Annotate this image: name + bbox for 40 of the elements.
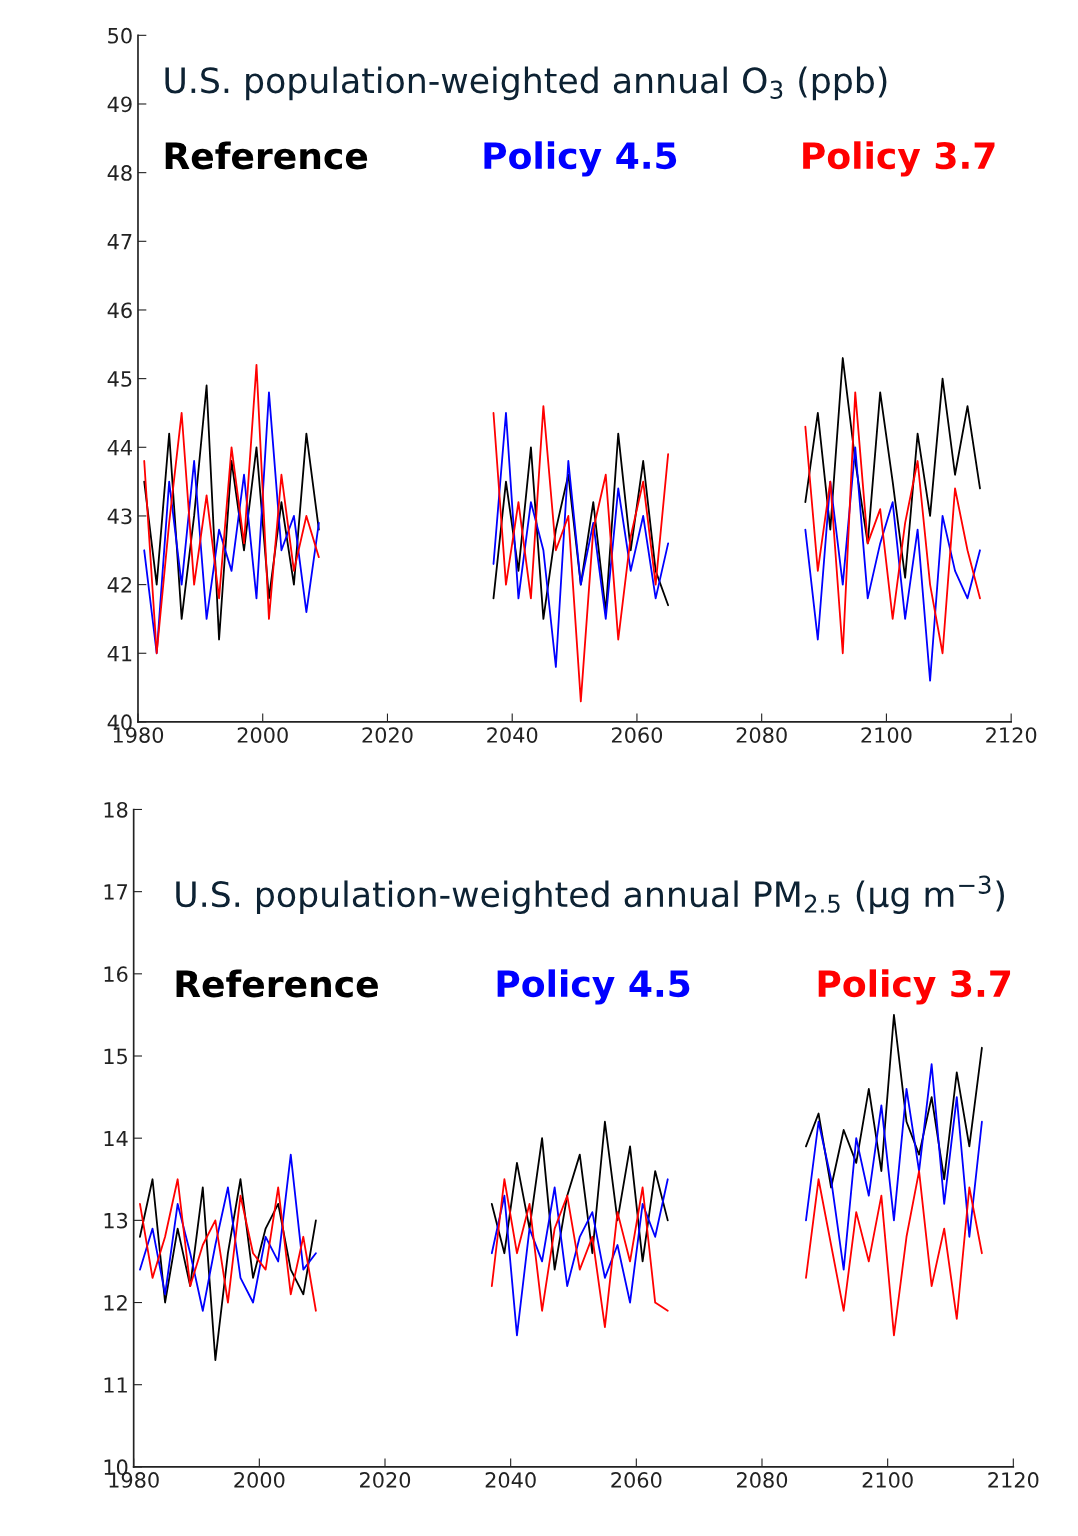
y-tick-label: 11: [104, 1377, 127, 1393]
y-tick-label: 45: [107, 371, 132, 387]
y-tick-label: 50: [108, 27, 132, 44]
y-tick-label: 49: [107, 96, 132, 113]
text: Policy 4.5: [497, 969, 690, 1005]
y-tick-label: 47: [107, 234, 132, 250]
x-tick-label: 2080: [736, 727, 787, 743]
y-tick-label: 16: [104, 966, 128, 983]
text: U.S. population-weighted annual PM$_{2.5}$ (µg m$^{−3}$): [176, 875, 1004, 915]
y-tick-label: 17: [104, 884, 128, 900]
y-tick-label: 12: [104, 1294, 127, 1311]
x-tick-label: 2060: [611, 727, 663, 743]
x-tick-label: 2040: [485, 1472, 536, 1488]
text: Reference: [165, 141, 368, 170]
y-tick-label: 46: [107, 302, 132, 319]
y-tick-label: 41: [107, 645, 132, 662]
text: Reference: [176, 969, 378, 998]
y-tick-label: 42: [107, 577, 132, 593]
x-tick-label: 2120: [988, 1472, 1039, 1488]
text: U.S. population-weighted annual O$_{3}$ (ppb): [165, 66, 887, 101]
x-tick-label: 2080: [737, 1472, 788, 1488]
y-tick-label: 43: [107, 508, 132, 525]
text: Policy 3.7: [818, 969, 1011, 1005]
x-tick-label: 2020: [360, 1472, 411, 1488]
x-tick-label: 2000: [234, 1472, 285, 1488]
x-tick-label: 2100: [861, 727, 912, 743]
y-tick-label: 14: [104, 1130, 128, 1147]
y-tick-label: 44: [107, 440, 132, 456]
x-tick-label: 2040: [487, 727, 538, 743]
text: Policy 3.7: [803, 141, 995, 177]
y-tick-label: 48: [107, 165, 132, 181]
text: Policy 4.5: [484, 141, 677, 177]
y-tick-label: 18: [104, 801, 128, 818]
x-tick-label: 2120: [986, 727, 1037, 743]
x-tick-label: 2060: [611, 1472, 662, 1488]
x-tick-label: 2000: [237, 727, 288, 743]
y-tick-label: 15: [104, 1048, 127, 1065]
y-tick-label: 13: [104, 1212, 128, 1229]
x-tick-label: 2020: [362, 727, 413, 743]
x-tick-label: 2100: [862, 1472, 913, 1488]
